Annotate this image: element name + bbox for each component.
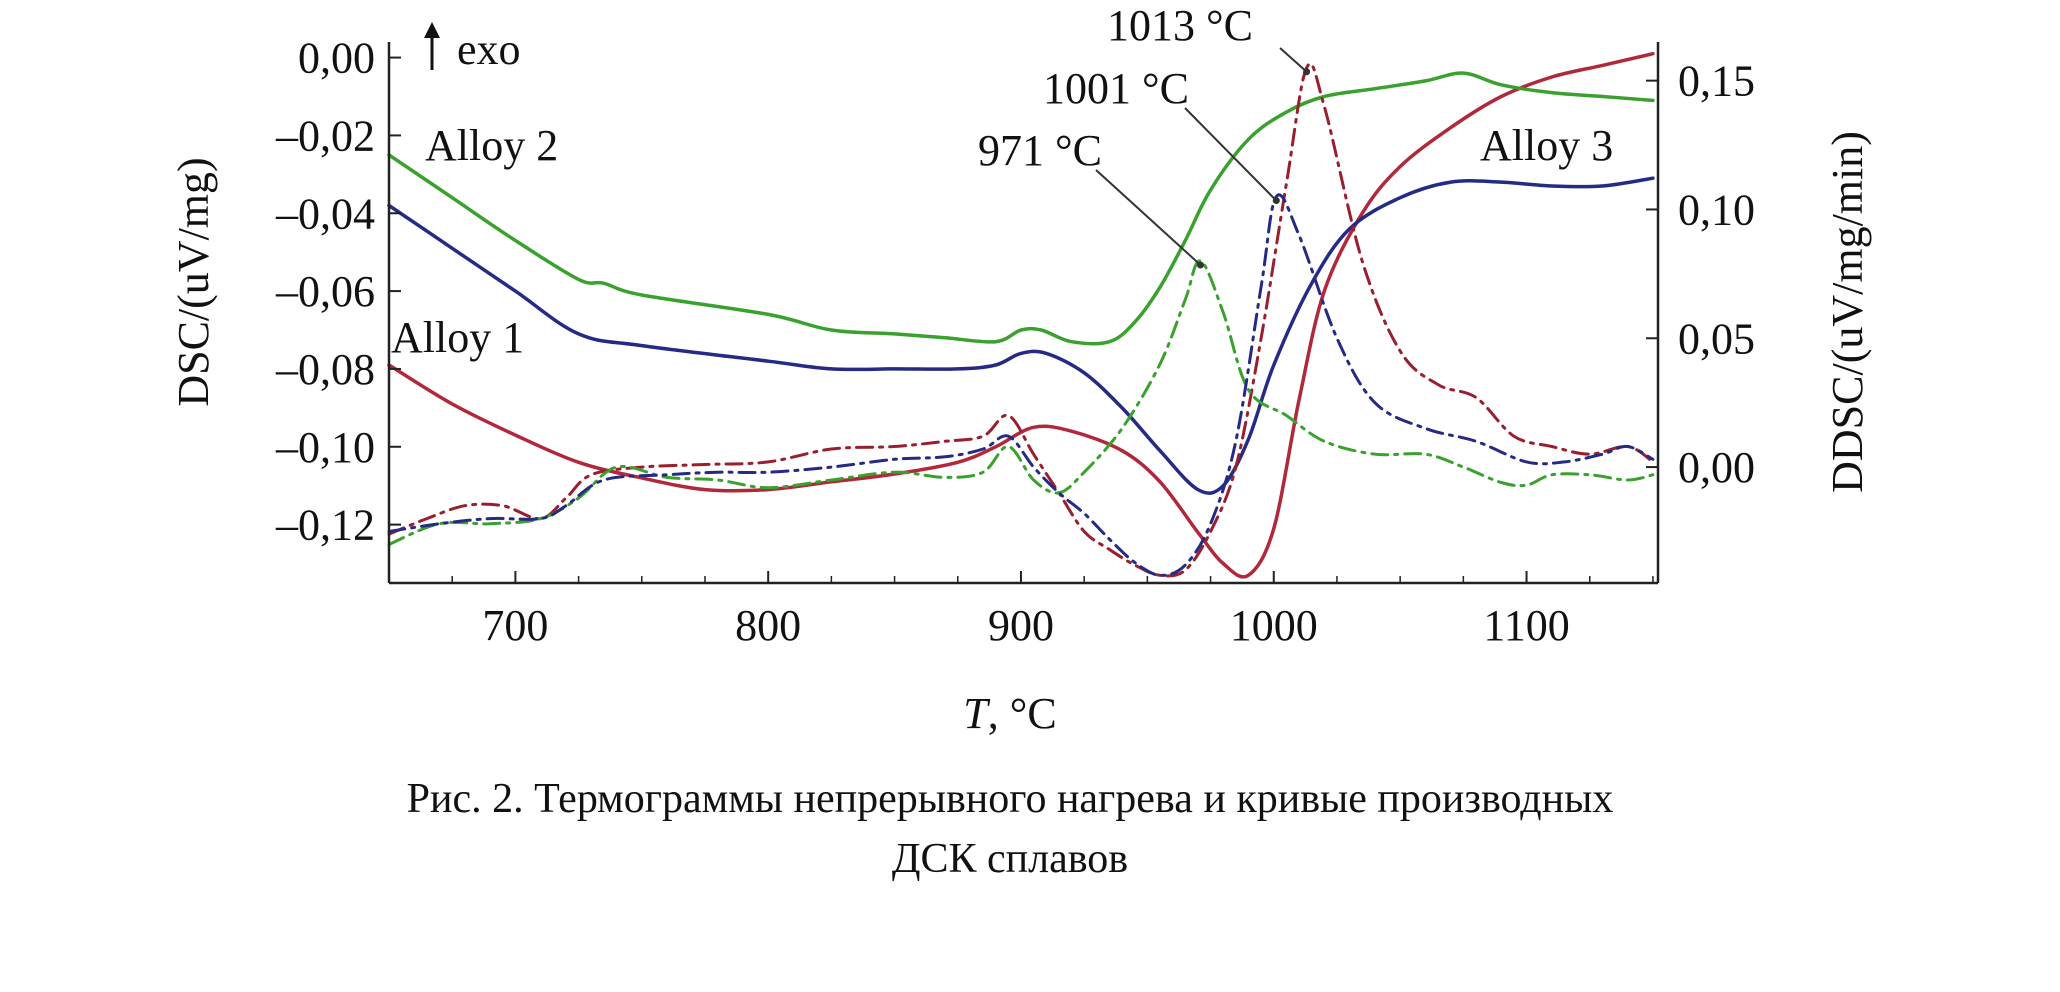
label-alloy-1: Alloy 1 (391, 313, 524, 362)
annotation-pointer (1272, 197, 1280, 205)
annotation-1001: 1001 °C (1043, 64, 1189, 113)
figure-caption-line-2: ДСК сплавов (892, 836, 1128, 882)
ddsc-alloy-2-curve (387, 259, 1655, 546)
x-tick-label: 1000 (1230, 601, 1318, 650)
y-right-axis-title: DDSC/(uV/mg/min) (1823, 131, 1872, 493)
annotation-leader-line (1095, 169, 1202, 266)
annotation-pointer (1196, 261, 1204, 269)
y-right-tick-label: 0,00 (1678, 443, 1755, 492)
y-left-tick-label: –0,04 (275, 189, 375, 238)
annotation-leader-line (1279, 47, 1308, 73)
x-tick-label: 700 (482, 601, 548, 650)
y-left-tick-label: –0,06 (275, 267, 375, 316)
dsc-alloy-2-curve (387, 71, 1655, 346)
x-tick-label: 900 (988, 601, 1054, 650)
exo-arrow-icon (424, 22, 440, 70)
y-right-tick-label: 0,10 (1678, 185, 1755, 234)
annotation-pointer (1303, 68, 1311, 76)
exo-label: exo (457, 25, 521, 74)
y-left-tick-label: –0,12 (275, 501, 375, 550)
x-tick-label: 800 (735, 601, 801, 650)
y-right-tick-label: 0,05 (1678, 314, 1755, 363)
ddsc-alloy-3-curve (387, 193, 1655, 577)
x-tick-label: 1100 (1483, 601, 1569, 650)
y-left-axis-title: DSC/(uV/mg) (169, 157, 218, 406)
x-axis-title: T, °C (963, 689, 1056, 738)
label-alloy-2: Alloy 2 (425, 121, 558, 170)
annotation-leader-line (1184, 107, 1278, 202)
label-alloy-3: Alloy 3 (1480, 121, 1613, 170)
figure-caption-line-1: Рис. 2. Термограммы непрерывного нагрева… (407, 776, 1614, 822)
y-left-tick-label: –0,02 (275, 111, 375, 160)
x-axis-title-symbol: T (963, 689, 991, 738)
y-left-tick-label: –0,08 (275, 345, 375, 394)
x-axis-title-unit: , °C (988, 689, 1057, 738)
y-right-tick-label: 0,15 (1678, 57, 1755, 106)
y-left-tick-label: 0,00 (298, 34, 375, 83)
annotation-1013: 1013 °C (1107, 1, 1253, 50)
y-left-tick-label: –0,10 (275, 423, 375, 472)
dsc-alloy-1-curve (387, 51, 1655, 579)
annotation-971: 971 °C (978, 126, 1102, 175)
dsc-alloy-3-curve (387, 176, 1655, 495)
